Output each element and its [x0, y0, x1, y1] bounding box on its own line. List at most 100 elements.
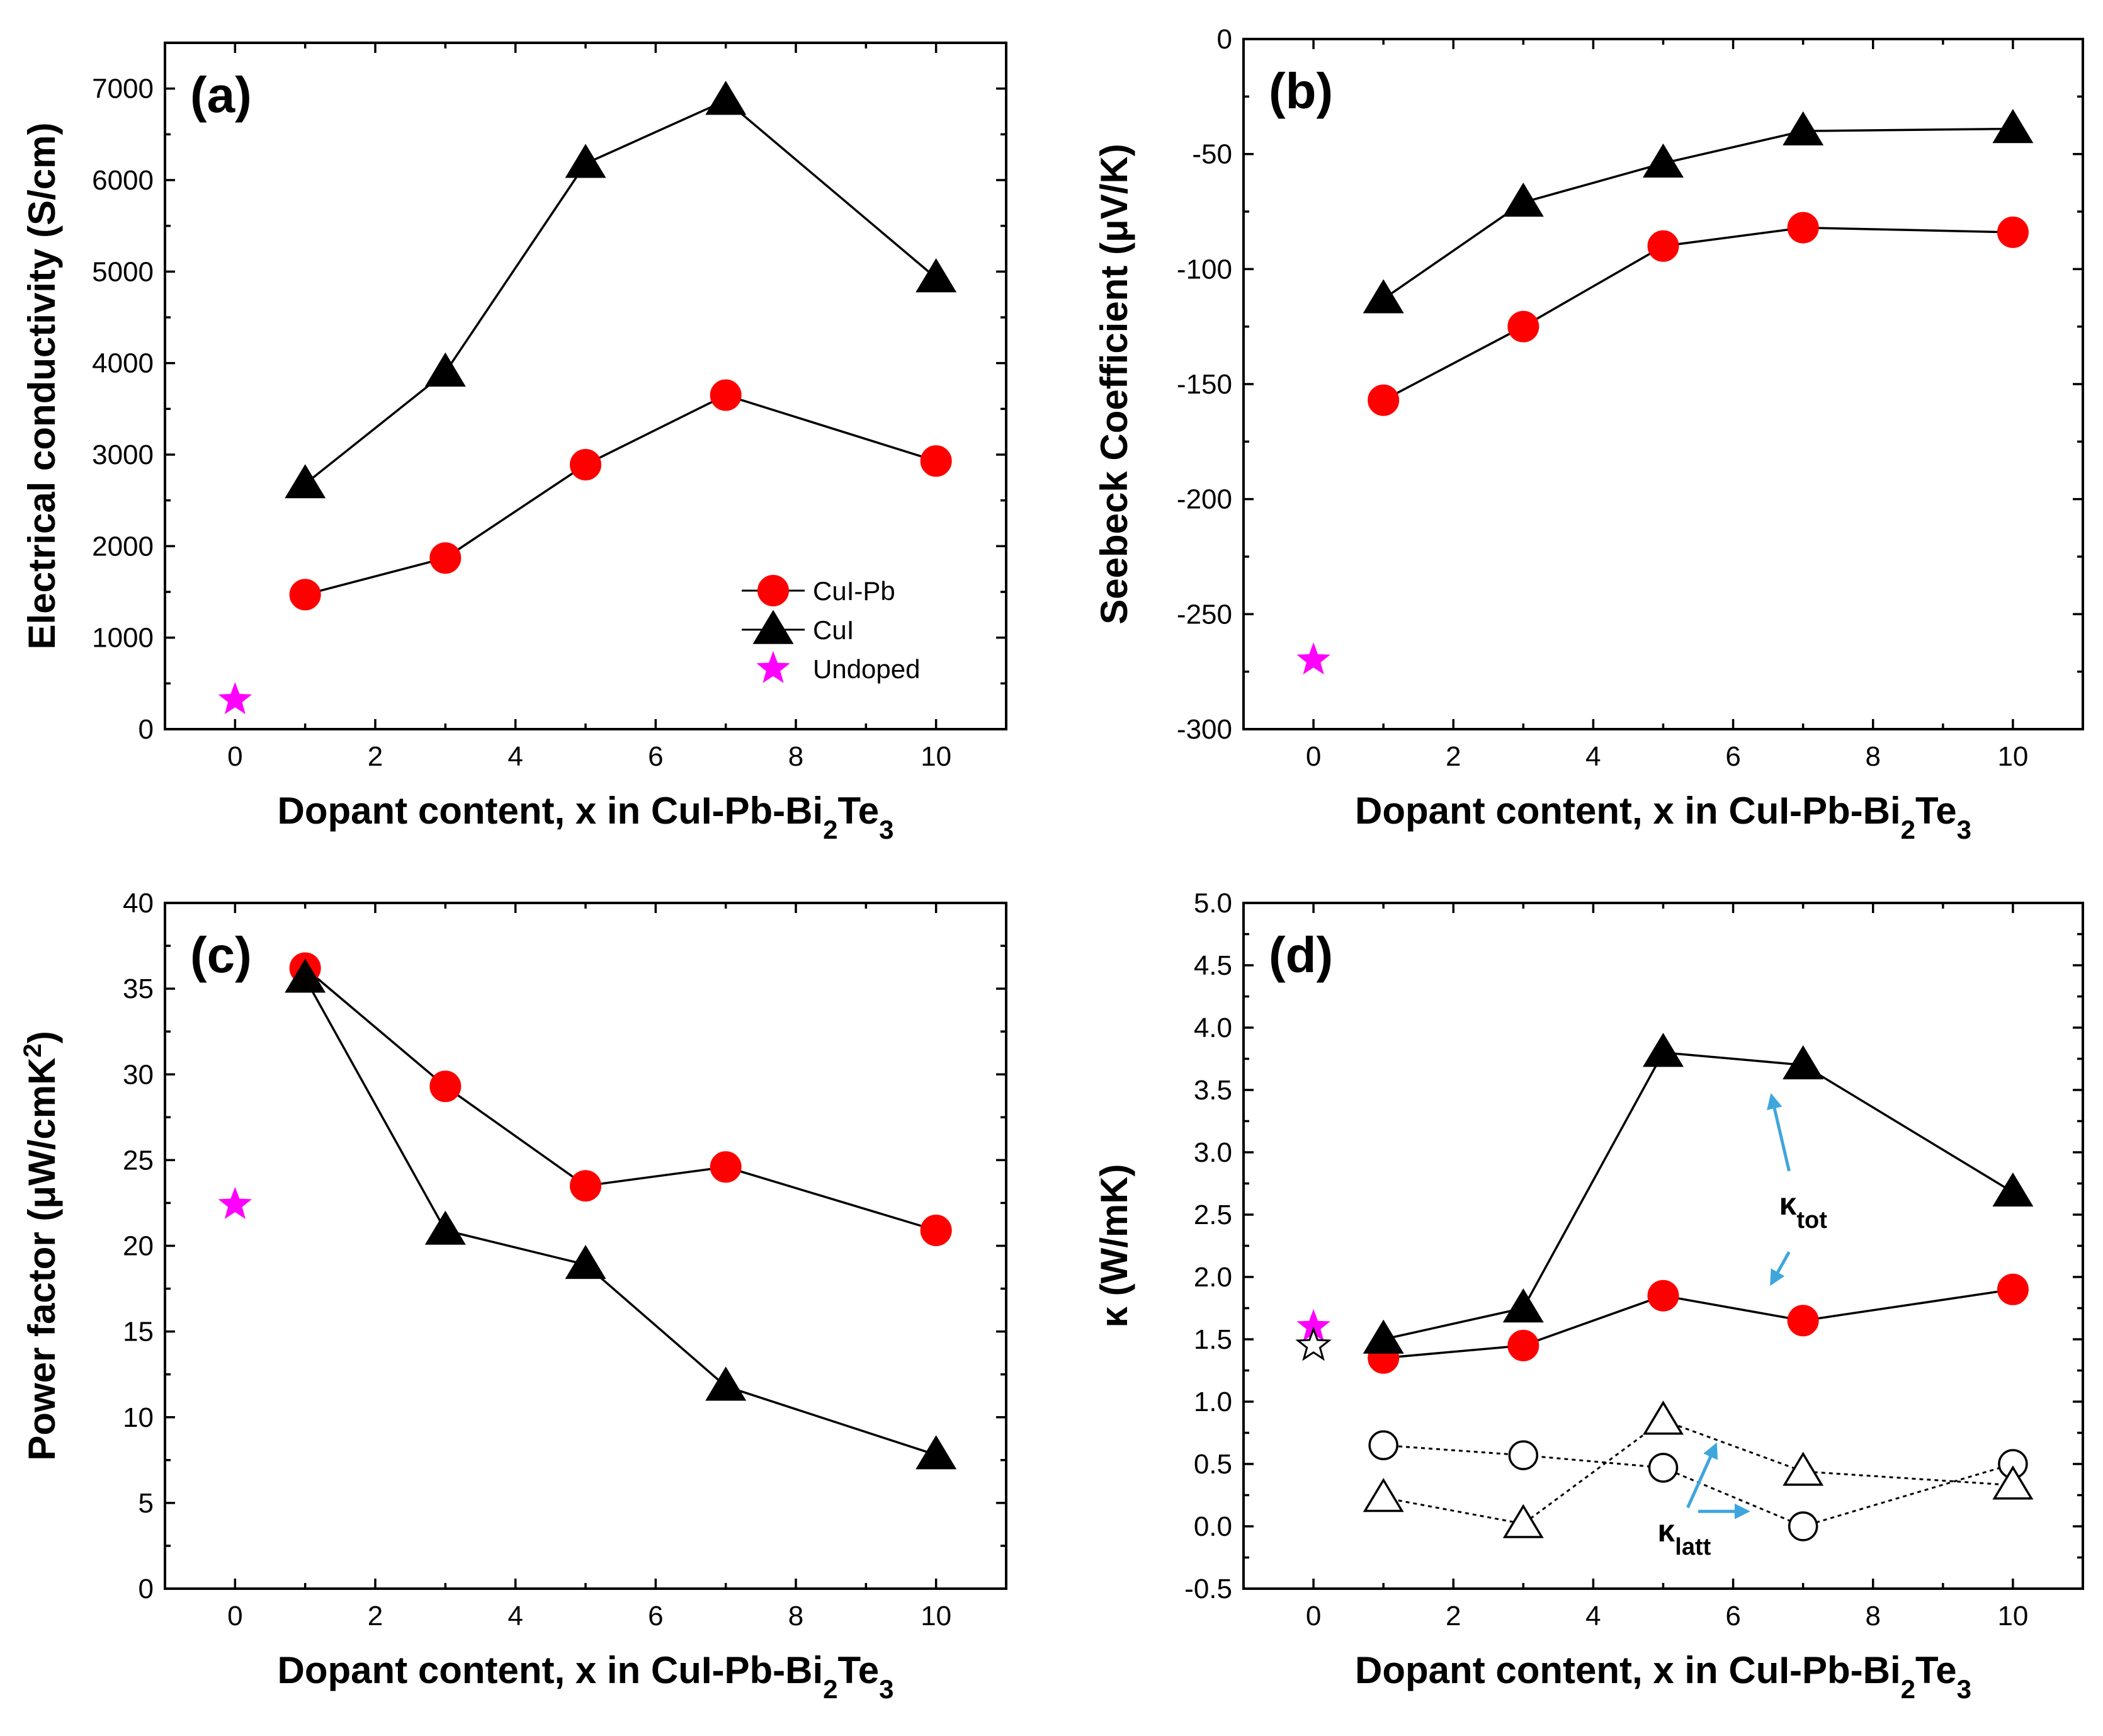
y-tick-label: 0: [139, 1574, 154, 1604]
y-tick-label: 25: [123, 1145, 154, 1176]
data-point: [218, 1187, 252, 1219]
y-tick-label: 0: [139, 714, 154, 745]
data-point: [1783, 1045, 1824, 1080]
data-point: [1508, 1440, 1539, 1470]
y-tick-label: -300: [1177, 714, 1232, 745]
data-point: [1647, 230, 1679, 262]
x-tick-label: 10: [921, 741, 951, 772]
data-point: [285, 958, 326, 993]
x-tick-label: 10: [1997, 741, 2028, 772]
y-tick-label: -0.5: [1184, 1574, 1232, 1604]
y-tick-label: 4.0: [1194, 1013, 1232, 1043]
data-point: [218, 682, 252, 715]
y-tick-label: 10: [123, 1402, 154, 1433]
x-tick-label: 0: [1306, 741, 1321, 772]
x-tick-label: 8: [1866, 1601, 1881, 1631]
plot-frame: [1242, 38, 2084, 730]
data-point: [1997, 216, 2029, 248]
panel-a-conductivity: 0 2 4 6 8 10 0 1000 2000 3000 4000 5000 6000 7000 Dopa…: [21, 42, 1007, 844]
data-point: [1368, 1430, 1398, 1461]
x-tick-label: 6: [648, 741, 663, 772]
y-tick-label: -50: [1192, 139, 1232, 170]
y-tick-label: 7000: [92, 74, 154, 105]
x-tick-label: 10: [921, 1601, 951, 1631]
x-axis-title-sub: 2: [823, 1674, 837, 1704]
data-point: [1787, 1305, 1819, 1337]
legend-label: CuI: [813, 615, 854, 645]
series-line: [305, 394, 937, 596]
panel-c-power-factor: 0 2 4 6 8 10 0 5 10 15 20 25 30 35 40 Dopant content, x…: [19, 888, 1007, 1704]
y-tick-label: 5000: [92, 256, 154, 287]
series-line: [1383, 1051, 2014, 1341]
panel-d-thermal-conductivity: 0 2 4 6 8 10 -0.5 0.0 0.5 1.0 1.5 2.0 2.5 3.0 3.5 4.0 4.…: [1093, 888, 2084, 1704]
data-point: [1507, 310, 1539, 343]
y-tick-label: 3000: [92, 440, 154, 470]
data-point: [565, 1244, 606, 1279]
data-point: [1643, 1033, 1684, 1067]
plot-frame: [1242, 902, 2084, 1590]
data-point: [710, 1151, 742, 1183]
panel-label: (a): [190, 67, 252, 123]
annotation-label: κlatt: [1657, 1513, 1711, 1560]
x-axis-title-sub: 3: [879, 1674, 893, 1704]
panel-label: (c): [190, 927, 252, 983]
data-point: [565, 144, 606, 178]
x-tick-label: 4: [507, 1601, 523, 1631]
data-point: [920, 1214, 952, 1246]
x-tick-label: 6: [1725, 741, 1740, 772]
y-tick-label: 2000: [92, 531, 154, 562]
data-point: [1363, 1319, 1404, 1354]
y-tick-label: -150: [1177, 369, 1232, 400]
annotation-arrow: [1767, 1093, 1791, 1172]
y-tick-label: 35: [123, 973, 154, 1004]
data-point: [710, 379, 742, 411]
y-tick-label: 4000: [92, 348, 154, 379]
annotation-label: κtot: [1779, 1186, 1827, 1234]
legend-marker: [757, 575, 789, 606]
data-point: [424, 352, 466, 387]
data-point: [705, 81, 747, 115]
x-axis-title: Dopant content, x in CuI-Pb-Bi2Te3: [1355, 790, 1971, 844]
data-point: [424, 1210, 466, 1245]
data-point: [1363, 279, 1404, 314]
y-tick-label: 4.5: [1194, 950, 1232, 981]
y-tick-label: 3.0: [1194, 1137, 1232, 1168]
x-tick-label: 6: [648, 1601, 663, 1631]
x-axis-title-mid: Te: [1915, 1649, 1957, 1691]
data-point: [1997, 1273, 2029, 1305]
y-axis-title: Seebeck Coefficient (μV/K): [1093, 144, 1135, 625]
data-point: [1507, 1329, 1539, 1361]
x-axis-title-main: Dopant content, x in CuI-Pb-Bi: [1355, 1649, 1901, 1691]
x-axis-title-sub: 2: [1901, 815, 1915, 844]
legend-label: CuI-Pb: [813, 576, 895, 606]
annotation-sub: tot: [1796, 1207, 1827, 1234]
data-point: [1783, 1451, 1824, 1486]
y-tick-label: 0.5: [1194, 1449, 1232, 1480]
series-line: [304, 977, 937, 1456]
x-axis-title-main: Dopant content, x in CuI-Pb-Bi: [278, 1649, 824, 1691]
x-tick-label: 8: [788, 741, 803, 772]
x-tick-label: 8: [1866, 741, 1881, 772]
x-tick-label: 2: [1446, 1601, 1461, 1631]
x-tick-label: 2: [368, 1601, 383, 1631]
y-tick-label: 40: [123, 888, 154, 919]
annotation-kappa: κ: [1779, 1186, 1796, 1222]
y-tick-label: -200: [1177, 484, 1232, 515]
x-tick-label: 8: [788, 1601, 803, 1631]
series-line: [1383, 127, 2013, 300]
data-point: [1788, 1511, 1818, 1541]
data-point: [285, 464, 326, 499]
y-tick-label: 0: [1217, 24, 1232, 55]
data-point: [429, 1070, 462, 1103]
x-axis-title-mid: Te: [838, 790, 880, 832]
data-point: [1502, 1504, 1544, 1538]
series-line: [1383, 226, 2013, 402]
annotation-arrow: [1686, 1442, 1718, 1509]
y-axis-title: Power factor (μW/cmK2): [19, 1031, 63, 1460]
x-axis-title-sub: 2: [823, 815, 837, 844]
y-tick-label: 5.0: [1194, 888, 1232, 919]
y-tick-label: -100: [1177, 254, 1232, 285]
data-point: [1648, 1453, 1679, 1483]
x-tick-label: 0: [227, 741, 242, 772]
